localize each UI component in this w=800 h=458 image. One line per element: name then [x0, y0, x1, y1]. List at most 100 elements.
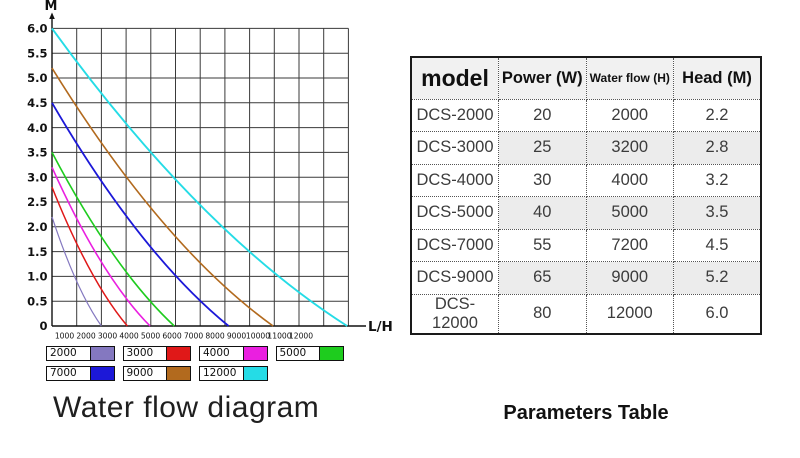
- x-tick-label: 4000: [119, 332, 138, 341]
- legend-swatch: [166, 366, 191, 381]
- value-cell: 5000: [585, 196, 674, 230]
- column-header: Power (W): [498, 56, 587, 100]
- column-header: Water flow (H): [585, 56, 674, 100]
- table-body: DCS-2000 20 2000 2.2 DCS-3000 25 3200 2.8 DCS-40…: [410, 98, 762, 334]
- curve-5000: [51, 152, 175, 327]
- y-tick-label: 1.0: [27, 270, 47, 284]
- y-tick-label: 5.5: [27, 46, 47, 60]
- y-tick-label: 3.0: [27, 170, 47, 184]
- value-cell: 20: [498, 98, 587, 132]
- table-header: model Power (W) Water flow (H) Head (M): [410, 56, 762, 100]
- y-tick-label: 5.0: [27, 71, 47, 85]
- legend-label: 7000: [46, 366, 91, 381]
- table-row: DCS-5000 40 5000 3.5: [410, 196, 762, 230]
- model-cell: DCS-12000: [410, 293, 499, 334]
- y-axis-title: M: [45, 0, 58, 14]
- legend-item-7000: 7000: [46, 366, 115, 381]
- legend-swatch: [319, 346, 344, 361]
- value-cell: 65: [498, 261, 587, 295]
- model-cell: DCS-2000: [410, 98, 499, 132]
- axes: [49, 12, 366, 327]
- x-axis-title: L/H: [368, 319, 393, 335]
- value-cell: 5.2: [673, 261, 762, 295]
- value-cell: 2.8: [673, 131, 762, 165]
- curve-3000: [51, 186, 128, 327]
- table-row: DCS-4000 30 4000 3.2: [410, 163, 762, 197]
- x-tick-label: 2000: [76, 332, 95, 341]
- model-cell: DCS-9000: [410, 261, 499, 295]
- x-tick-label: 12000: [289, 332, 313, 341]
- value-cell: 25: [498, 131, 587, 165]
- value-cell: 3200: [585, 131, 674, 165]
- model-cell: DCS-3000: [410, 131, 499, 165]
- x-tick-label: 7000: [184, 332, 203, 341]
- x-tick-label: 10000: [246, 332, 270, 341]
- tick-labels: 0 0.5 1.0 1.5 2.0 2.5 3.0 3.5 4.0 4.5 5.0 5.5 6.0 100…: [27, 22, 313, 341]
- curve-2000: [51, 216, 102, 327]
- value-cell: 9000: [585, 261, 674, 295]
- legend-label: 3000: [122, 346, 168, 361]
- table-row: DCS-3000 25 3200 2.8: [410, 131, 762, 165]
- x-tick-label: 9000: [227, 332, 246, 341]
- y-tick-label: 3.5: [27, 146, 47, 160]
- y-tick-label: 0.5: [27, 294, 47, 308]
- model-cell: DCS-4000: [410, 163, 499, 197]
- value-cell: 12000: [585, 293, 674, 334]
- legend-label: 12000: [199, 366, 244, 381]
- y-tick-label: 6.0: [27, 22, 47, 36]
- x-tick-label: 6000: [162, 332, 181, 341]
- curve-7000: [51, 102, 230, 327]
- value-cell: 2.2: [673, 98, 762, 132]
- legend-item-2000: 2000: [46, 346, 115, 361]
- curve-9000: [51, 67, 274, 327]
- x-tick-label: 5000: [141, 332, 160, 341]
- legend-swatch: [89, 346, 115, 361]
- model-cell: DCS-5000: [410, 196, 499, 230]
- legend-item-12000: 12000: [199, 366, 268, 381]
- legend-item-9000: 9000: [122, 366, 191, 381]
- legend-swatch: [166, 346, 191, 361]
- y-tick-label: 4.5: [27, 96, 47, 110]
- x-tick-label: 3000: [98, 332, 117, 341]
- x-tick-label: 11000: [267, 332, 291, 341]
- y-axis-arrow-icon: [49, 12, 55, 19]
- table-row: DCS-2000 20 2000 2.2: [410, 98, 762, 132]
- chart-legend: 2000 3000 4000 5000 7000 9000 12000: [0, 346, 400, 386]
- legend-item-3000: 3000: [122, 346, 191, 361]
- model-cell: DCS-7000: [410, 228, 499, 262]
- curves: [51, 27, 348, 327]
- parameters-table: model Power (W) Water flow (H) Head (M) DCS…: [410, 56, 762, 335]
- value-cell: 80: [498, 293, 587, 334]
- y-tick-label: 2.5: [27, 195, 47, 209]
- value-cell: 4.5: [673, 228, 762, 262]
- value-cell: 4000: [585, 163, 674, 197]
- table-row: DCS-7000 55 7200 4.5: [410, 228, 762, 262]
- value-cell: 2000: [585, 98, 674, 132]
- value-cell: 6.0: [673, 293, 762, 334]
- table-row: DCS-9000 65 9000 5.2: [410, 261, 762, 295]
- curve-4000: [51, 166, 151, 327]
- legend-swatch: [242, 346, 268, 361]
- chart-caption: Water flow diagram: [53, 391, 320, 424]
- flow-chart-svg: 0 0.5 1.0 1.5 2.0 2.5 3.0 3.5 4.0 4.5 5.0 5.5 6.0 100…: [27, 0, 393, 341]
- x-tick-label: 8000: [205, 332, 224, 341]
- legend-label: 2000: [46, 346, 91, 361]
- legend-label: 9000: [122, 366, 168, 381]
- legend-item-4000: 4000: [199, 346, 268, 361]
- legend-label: 4000: [199, 346, 244, 361]
- value-cell: 7200: [585, 228, 674, 262]
- value-cell: 55: [498, 228, 587, 262]
- y-tick-label: 1.5: [27, 245, 47, 259]
- legend-swatch: [89, 366, 115, 381]
- legend-label: 5000: [275, 346, 321, 361]
- header-row: model Power (W) Water flow (H) Head (M): [410, 56, 762, 100]
- water-flow-chart: 0 0.5 1.0 1.5 2.0 2.5 3.0 3.5 4.0 4.5 5.0 5.5 6.0 100…: [0, 0, 400, 424]
- value-cell: 3.5: [673, 196, 762, 230]
- table-caption: Parameters Table: [503, 402, 669, 424]
- y-tick-label: 4.0: [27, 121, 47, 135]
- value-cell: 3.2: [673, 163, 762, 197]
- legend-swatch: [242, 366, 268, 381]
- y-tick-label: 2.0: [27, 220, 47, 234]
- column-header: Head (M): [673, 56, 762, 100]
